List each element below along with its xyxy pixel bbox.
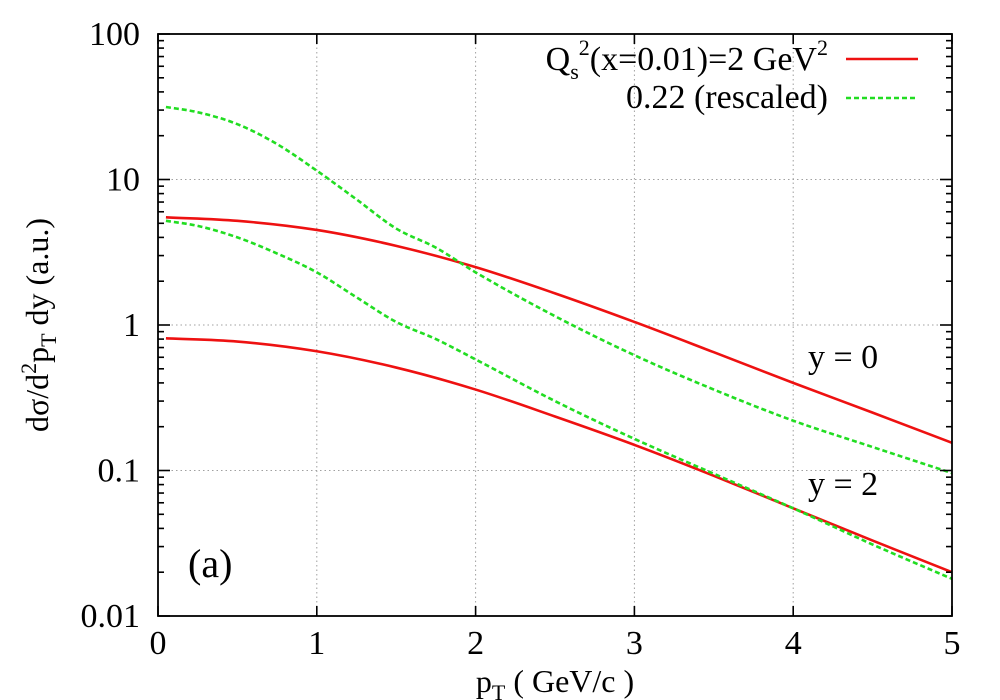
x-tick-label: 1 bbox=[308, 625, 325, 662]
y-axis-label-sub: T bbox=[36, 333, 61, 347]
y-axis-label-part1: dσ/d bbox=[19, 374, 55, 432]
y-tick-label: 10 bbox=[106, 162, 140, 199]
tick-marks bbox=[157, 33, 953, 617]
x-tick-label: 5 bbox=[944, 625, 961, 662]
series-line-2 bbox=[165, 105, 953, 475]
x-tick-label: 4 bbox=[785, 625, 802, 662]
annotation-y0: y = 0 bbox=[808, 339, 878, 376]
y-axis-label-p: p bbox=[19, 347, 55, 363]
annotation-y2: y = 2 bbox=[808, 466, 878, 503]
y-tick-label: 1 bbox=[123, 307, 140, 344]
legend-entry-1-label: Qs2(x=0.01)=2 GeV2 bbox=[546, 35, 828, 84]
x-axis-label-sub: T bbox=[492, 680, 506, 700]
y-axis-label-rest: dy (a.u.) bbox=[19, 218, 55, 334]
panel-label: (a) bbox=[188, 541, 232, 586]
x-tick-label: 3 bbox=[626, 625, 643, 662]
data-curves bbox=[165, 105, 953, 581]
legend-entry-2-label: 0.22 (rescaled) bbox=[626, 79, 828, 116]
y-tick-label: 0.1 bbox=[98, 453, 141, 490]
series-line-1 bbox=[165, 215, 953, 445]
x-axis-label-rest: ( GeV/c ) bbox=[505, 663, 634, 699]
series-line-4 bbox=[165, 219, 953, 581]
y-axis-label-sup: 2 bbox=[16, 363, 41, 374]
x-tick-label: 0 bbox=[150, 625, 167, 662]
x-axis-label: pT ( GeV/c ) bbox=[476, 663, 634, 700]
grid bbox=[158, 34, 952, 616]
x-axis-label-p: p bbox=[476, 663, 492, 699]
legend: Qs2(x=0.01)=2 GeV2 0.22 (rescaled) bbox=[546, 35, 918, 116]
y-tick-label: 0.01 bbox=[81, 598, 141, 635]
tick-labels: 0 1 2 3 4 5 0.01 0.1 1 10 100 bbox=[81, 16, 961, 662]
y-tick-label: 100 bbox=[89, 16, 140, 53]
y-axis-label: dσ/d2pT dy (a.u.) bbox=[16, 218, 61, 432]
x-tick-label: 2 bbox=[467, 625, 484, 662]
